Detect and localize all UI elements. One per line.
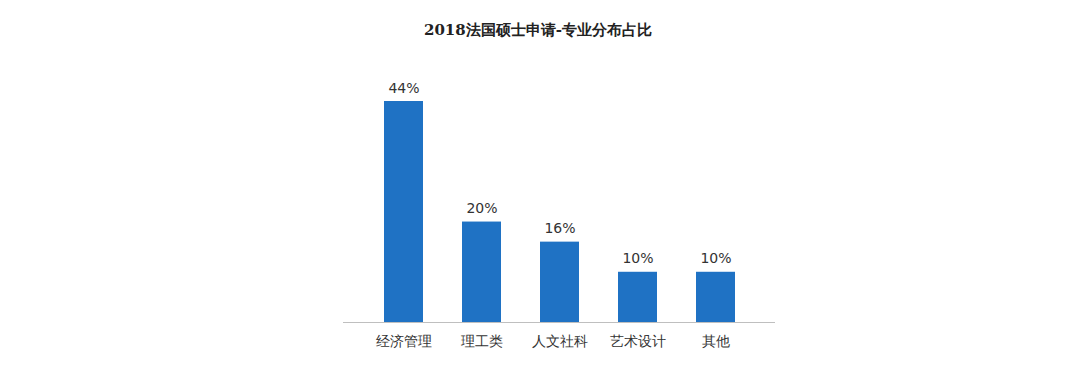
svg-text:16%: 16% — [544, 220, 575, 236]
svg-text:人文社科: 人文社科 — [532, 333, 588, 349]
svg-text:经济管理: 经济管理 — [376, 333, 432, 349]
svg-text:理工类: 理工类 — [461, 333, 503, 349]
svg-text:其他: 其他 — [702, 333, 730, 349]
svg-text:20%: 20% — [466, 200, 497, 216]
svg-text:44%: 44% — [388, 80, 419, 96]
svg-text:10%: 10% — [622, 250, 653, 266]
svg-text:10%: 10% — [700, 250, 731, 266]
html-text:2018法国硕士申请-专业分布占比: 2018法国硕士申请-专业分布占比 — [424, 21, 652, 39]
svg-text:艺术设计: 艺术设计 — [610, 333, 666, 349]
